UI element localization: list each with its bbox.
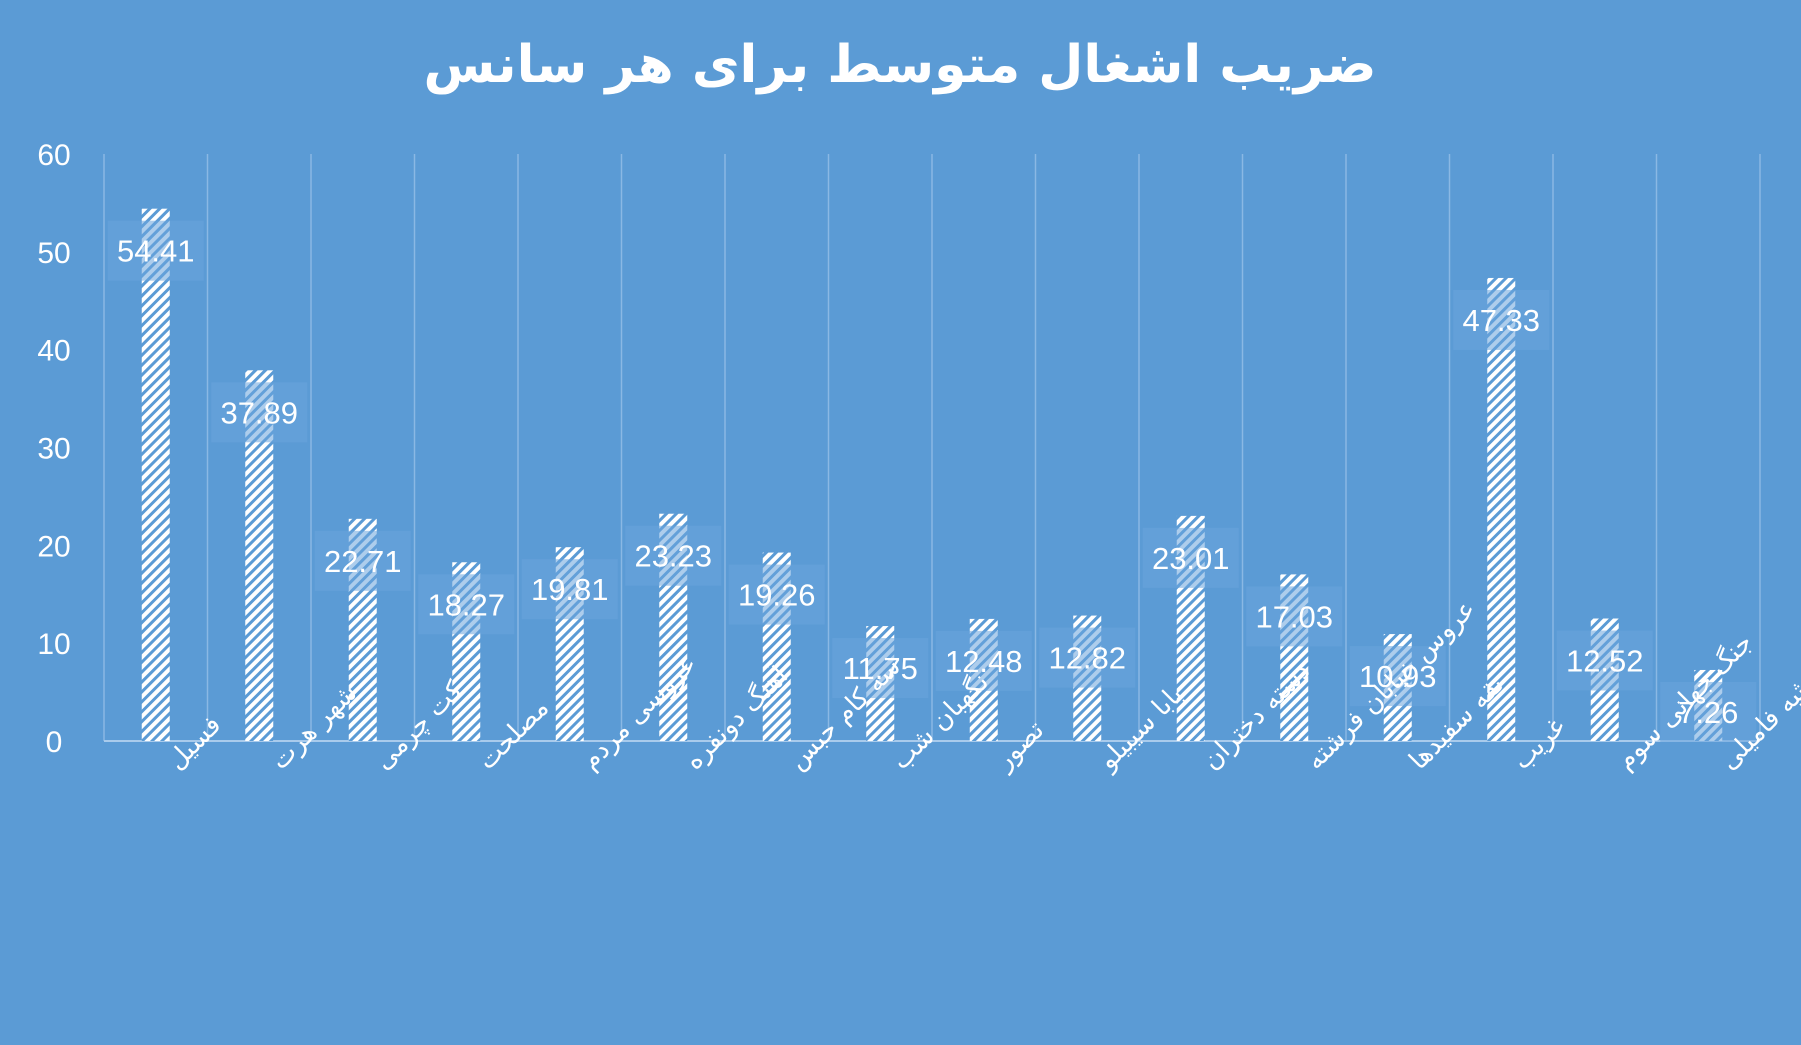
data-label: 7.26 bbox=[1678, 695, 1738, 730]
data-label: 10.93 bbox=[1359, 659, 1437, 694]
data-label-box bbox=[935, 630, 1032, 691]
y-tick-label: 0 bbox=[46, 726, 63, 759]
gridlines bbox=[103, 154, 1761, 742]
data-label: 12.52 bbox=[1566, 644, 1644, 679]
data-label: 12.82 bbox=[1048, 641, 1126, 676]
data-label-box bbox=[107, 220, 204, 281]
data-label: 22.71 bbox=[324, 544, 402, 579]
data-label-box bbox=[418, 574, 515, 635]
data-label-box bbox=[1246, 586, 1343, 647]
data-label-box bbox=[521, 559, 618, 620]
data-label-box bbox=[1556, 630, 1653, 691]
bar bbox=[1487, 277, 1516, 741]
data-label-box bbox=[625, 525, 722, 586]
data-label-box bbox=[1349, 646, 1446, 707]
y-tick-label: 50 bbox=[37, 237, 70, 270]
y-tick-label: 60 bbox=[37, 139, 70, 172]
data-label: 54.41 bbox=[117, 234, 195, 269]
data-label: 19.26 bbox=[738, 578, 816, 613]
data-label: 17.03 bbox=[1255, 599, 1333, 634]
data-label: 37.89 bbox=[220, 395, 298, 430]
data-label: 18.27 bbox=[427, 587, 505, 622]
y-axis-ticks: 0 10 20 30 40 50 60 bbox=[37, 139, 70, 759]
data-label-box bbox=[211, 382, 308, 443]
y-tick-label: 20 bbox=[37, 530, 70, 563]
chart-title: ضریب اشغال متوسط برای هر سانس bbox=[424, 35, 1377, 95]
data-label: 12.48 bbox=[945, 644, 1023, 679]
data-labels: 54.41 37.89 22.71 18.27 19.81 23.23 19.26 11.75… bbox=[107, 220, 1757, 742]
y-tick-label: 30 bbox=[37, 433, 70, 466]
bar bbox=[141, 208, 170, 741]
data-label: 19.81 bbox=[531, 572, 609, 607]
data-label: 23.23 bbox=[634, 539, 712, 574]
data-label-box bbox=[832, 638, 929, 699]
data-label-box bbox=[1660, 681, 1757, 742]
data-label-box bbox=[1039, 627, 1136, 688]
data-label-box bbox=[728, 564, 825, 625]
data-label-box bbox=[1453, 289, 1550, 350]
data-label: 23.01 bbox=[1152, 541, 1230, 576]
data-label-box bbox=[314, 530, 411, 591]
data-label: 47.33 bbox=[1462, 303, 1540, 338]
y-tick-label: 10 bbox=[37, 628, 70, 661]
y-tick-label: 40 bbox=[37, 335, 70, 368]
data-label: 11.75 bbox=[843, 651, 918, 686]
data-label-box bbox=[1142, 527, 1239, 588]
